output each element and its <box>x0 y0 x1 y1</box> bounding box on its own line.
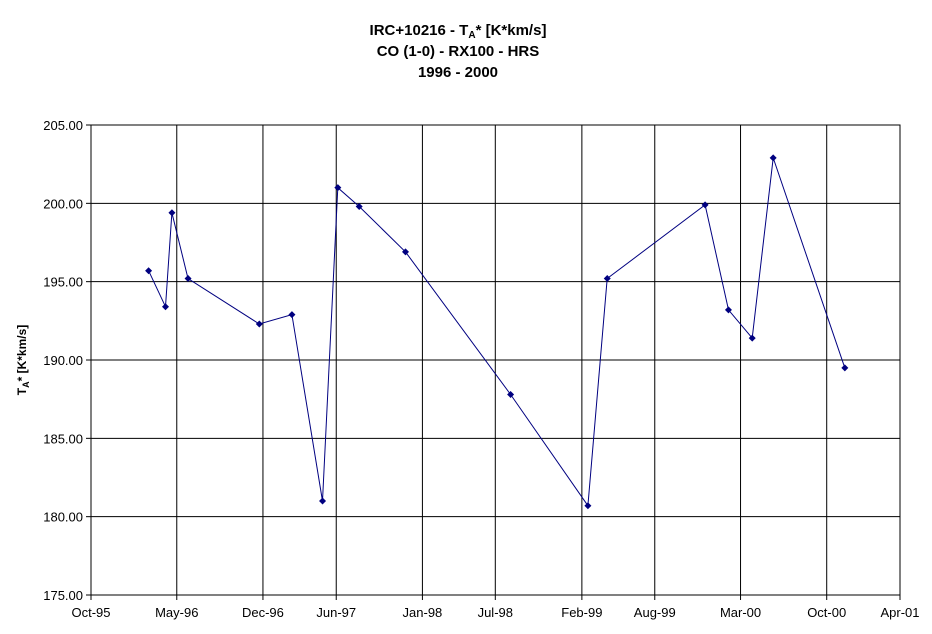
y-tick-label: 175.00 <box>43 588 83 603</box>
data-markers <box>145 154 849 510</box>
y-axis-label: TA* [K*km/s] <box>15 325 31 396</box>
y-tick-label: 180.00 <box>43 510 83 525</box>
data-point <box>255 320 263 328</box>
data-point <box>145 267 153 275</box>
data-point <box>168 209 176 217</box>
y-tick-label: 205.00 <box>43 118 83 133</box>
x-tick-label: Mar-00 <box>720 605 761 620</box>
chart-title-line: 1996 - 2000 <box>418 64 498 81</box>
x-tick-label: Jun-97 <box>316 605 356 620</box>
y-tick-label: 190.00 <box>43 353 83 368</box>
data-point <box>603 275 611 283</box>
x-axis: Oct-95 May-96 Dec-96 Jun-97 Jan-98 Jul-98 Feb-… <box>71 595 920 620</box>
x-tick-label: Oct-95 <box>71 605 110 620</box>
x-tick-label: Jul-98 <box>478 605 513 620</box>
data-point <box>319 497 327 505</box>
chart-title-line: IRC+10216 - TA* [K*km/s] <box>370 22 547 41</box>
grid <box>90 124 901 596</box>
x-tick-label: Dec-96 <box>242 605 284 620</box>
data-point <box>724 306 732 314</box>
data-point <box>748 334 756 342</box>
chart-title-line: CO (1-0) - RX100 - HRS <box>377 43 540 60</box>
x-tick-label: Apr-01 <box>880 605 919 620</box>
x-tick-label: May-96 <box>155 605 198 620</box>
data-point <box>701 201 709 209</box>
x-tick-label: Feb-99 <box>561 605 602 620</box>
data-point <box>184 275 192 283</box>
series-line <box>148 157 846 508</box>
y-tick-label: 200.00 <box>43 196 83 211</box>
data-point <box>841 364 849 372</box>
y-tick-label: 185.00 <box>43 431 83 446</box>
data-point <box>161 303 169 311</box>
data-point <box>288 311 296 319</box>
data-point <box>355 202 363 210</box>
data-point <box>769 154 777 162</box>
x-tick-label: Jan-98 <box>403 605 443 620</box>
data-point <box>507 390 515 398</box>
x-tick-label: Oct-00 <box>807 605 846 620</box>
y-tick-label: 195.00 <box>43 275 83 290</box>
data-point <box>334 184 342 192</box>
chart-title: IRC+10216 - TA* [K*km/s] CO (1-0) - RX100… <box>370 22 547 81</box>
data-point <box>584 502 592 510</box>
data-point <box>401 248 409 256</box>
x-tick-label: Aug-99 <box>634 605 676 620</box>
y-axis: 175.00 180.00 185.00 190.00 195.00 200.00 205.… <box>43 118 91 603</box>
